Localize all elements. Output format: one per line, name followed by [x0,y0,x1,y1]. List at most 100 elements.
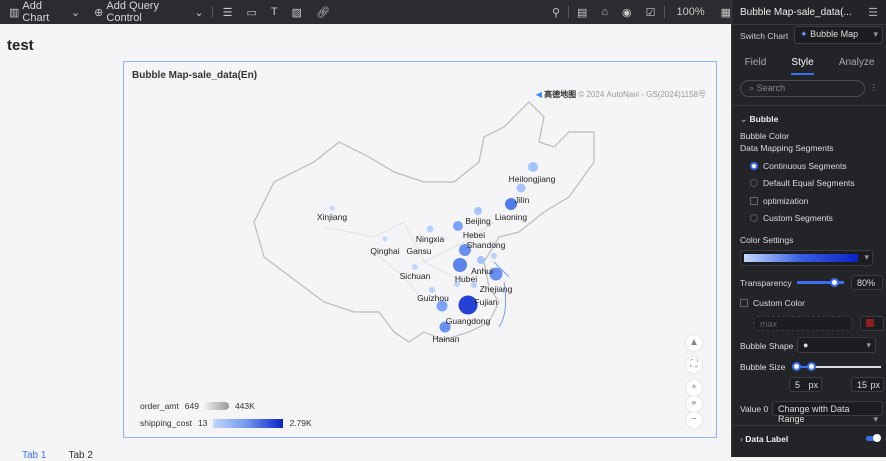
chart-type-select[interactable]: ✦ Bubble Map ▾ [794,26,883,44]
divider [732,105,886,106]
bubble-shape-select[interactable]: ● ▾ [797,337,876,353]
fullscreen-button[interactable]: ⛶ [686,357,702,373]
region-label: Jilin [514,195,530,205]
bubble-xinjiang[interactable] [329,205,335,211]
custom-color-checkbox[interactable]: Custom Color [740,298,805,308]
search-input[interactable]: ⌕ Search [740,80,865,97]
zoom-out-button[interactable]: − [686,412,702,428]
bubble-guizhou[interactable] [436,300,448,312]
layout-settings-icon[interactable]: ▦ [720,6,732,19]
transparency-slider[interactable] [797,281,844,284]
tab-container-icon[interactable]: ▭ [246,6,257,19]
tab-1[interactable]: Tab 1 [22,450,47,461]
page-title: test [7,37,34,54]
bubble-beijing[interactable] [453,221,463,231]
region-label: Beijing [465,216,491,226]
color-scheme-select[interactable]: ▾ [740,250,873,266]
bubble-color-label: Bubble Color [740,131,790,141]
color-legend-gradient [213,418,284,428]
data-label-toggle[interactable] [866,434,881,442]
collapse-panel-icon[interactable]: ☰ [868,7,878,19]
more-icon[interactable]: ⋮ [869,82,879,92]
text-icon[interactable]: T [270,6,278,18]
tab-field[interactable]: Field [744,57,767,68]
bubble-sichuan[interactable] [412,264,418,270]
bubble-size-max-input[interactable]: 15 px [851,377,884,392]
region-label: Zhejiang [479,284,513,294]
tab-style[interactable]: Style [791,57,814,75]
region-label: Hebei [462,230,486,240]
size-legend-min: 649 [184,401,199,411]
custom-segments-radio[interactable]: Custom Segments [750,213,833,223]
locate-button[interactable]: ⌖ [686,396,702,412]
report-icon[interactable]: ▤ [576,6,588,19]
color-legend: shipping_cost 13 2.79K [140,418,312,428]
size-legend-field: order_amt [140,401,179,411]
compass-button[interactable]: ▲ [686,335,702,351]
bubble-anhui[interactable] [489,267,503,281]
add-chart-button[interactable]: ▥ Add Chart ⌄ [9,0,80,24]
bubble-henan[interactable] [477,256,485,264]
bubble-size-min-input[interactable]: 5 px [789,377,822,392]
region-label: Xinjiang [316,212,348,222]
bubble-jilin[interactable] [505,198,517,210]
bubble-size-slider[interactable] [797,366,881,368]
region-label: Ningxia [415,234,445,244]
bubble-hunan[interactable] [471,282,477,288]
size-max-value: 15 [857,380,868,390]
zoom-in-button[interactable]: + [686,380,702,396]
tab-2[interactable]: Tab 2 [68,450,93,461]
preview-icon[interactable]: ◉ [622,6,632,19]
switch-chart-label: Switch Chart [740,31,789,41]
zoom-select[interactable]: 100% [676,6,705,18]
bubble-size-max-handle[interactable] [807,362,816,371]
toggle-knob [873,434,881,442]
coastline [493,261,510,328]
radio-icon [750,179,758,187]
divider [663,6,665,18]
optimization-checkbox[interactable]: optimization [750,196,808,206]
linkage-icon[interactable]: ⚲ [551,6,561,19]
bubble-heilongjiang[interactable] [528,162,538,172]
bubble-heilongjiang-2[interactable] [516,183,526,193]
custom-color-label: Custom Color [753,298,805,308]
bubble-jiangxi[interactable] [454,281,460,287]
region-label: Anhui [471,266,493,276]
size-legend-bar [204,402,229,410]
clear-icon[interactable]: ⌂ [601,6,609,18]
custom-color-picker [860,316,884,331]
bubble-map-chart[interactable]: Bubble Map-sale_data(En) ◀ 高德地图 © 2024 A… [123,61,717,438]
bubble-hubei[interactable] [453,258,467,272]
bubble-jiangsu[interactable] [491,253,497,259]
tab-analyze[interactable]: Analyze [838,57,875,68]
bubble-ningxia[interactable] [426,225,434,233]
data-mapping-label: Data Mapping Segments [740,143,834,153]
bubble-qinghai[interactable] [382,236,388,242]
bubble-tianjin[interactable] [474,207,482,215]
bubble-shandong[interactable] [459,244,471,256]
add-query-control-button[interactable]: ⊕ Add Query Control ⌄ [94,0,203,24]
link-icon[interactable]: 🔗︎ [315,6,330,19]
bubble-size-range [797,366,812,368]
transparency-input[interactable]: 80% [851,275,883,290]
chevron-down-icon: ⌄ [194,6,204,19]
bubble-hainan[interactable] [439,321,451,333]
bubble-guangxi[interactable] [429,287,435,293]
image-icon[interactable]: ▨ [291,6,302,19]
checkbox-icon[interactable]: ☑ [645,6,656,19]
color-legend-field: shipping_cost [140,418,192,428]
layout-icon[interactable]: ☰ [222,6,233,19]
bubble-section-header[interactable]: ⌄ Bubble [740,114,778,125]
continuous-segments-radio[interactable]: Continuous Segments [750,161,847,171]
checkbox-icon [750,197,758,205]
default-equal-segments-radio[interactable]: Default Equal Segments [750,178,855,188]
divider [568,6,569,18]
bubble-fujian[interactable] [458,295,478,315]
color-settings-label: Color Settings [740,235,794,245]
chevron-down-icon: ⌄ [70,6,81,19]
value0-select[interactable]: Change with Data Range ▾ [772,401,883,424]
unit-label: px [870,380,880,390]
bubble-size-min-handle[interactable] [792,362,801,371]
transparency-slider-handle[interactable] [830,278,839,287]
data-label-section-header[interactable]: › Data Label [740,434,788,444]
